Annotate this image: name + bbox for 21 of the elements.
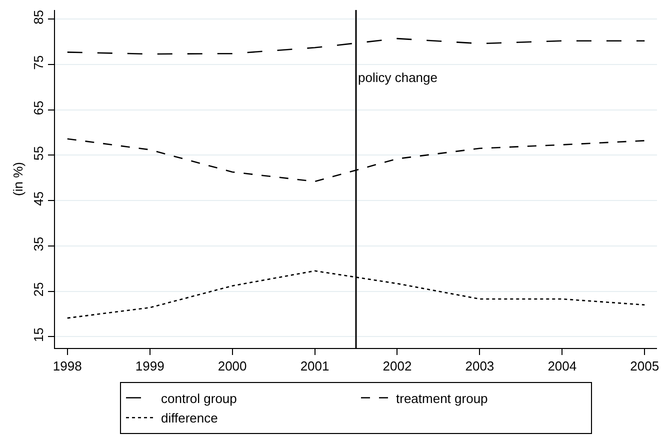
y-tick-label: 35 — [30, 236, 46, 252]
legend-label: treatment group — [396, 390, 488, 406]
y-tick-label: 25 — [30, 282, 46, 297]
y-axis-title: (in %) — [10, 162, 26, 196]
x-tick-label: 1999 — [135, 358, 164, 374]
y-tick-label: 15 — [30, 327, 46, 342]
legend-label: control group — [161, 390, 237, 406]
x-tick-label: 2000 — [218, 358, 247, 374]
legend-label: difference — [161, 410, 218, 426]
ref-line-label: policy change — [358, 70, 438, 85]
y-tick-label: 65 — [30, 100, 46, 116]
x-tick-label: 1998 — [52, 358, 82, 374]
x-tick-label: 2005 — [630, 358, 660, 374]
x-tick-label: 2003 — [465, 358, 494, 374]
x-tick-label: 2001 — [300, 358, 330, 374]
x-tick-label: 2004 — [548, 358, 577, 374]
y-tick-label: 75 — [30, 55, 46, 70]
y-tick-label: 55 — [30, 146, 46, 160]
y-tick-label: 45 — [30, 191, 46, 206]
x-tick-label: 2002 — [382, 358, 412, 374]
y-tick-label: 85 — [30, 10, 46, 24]
